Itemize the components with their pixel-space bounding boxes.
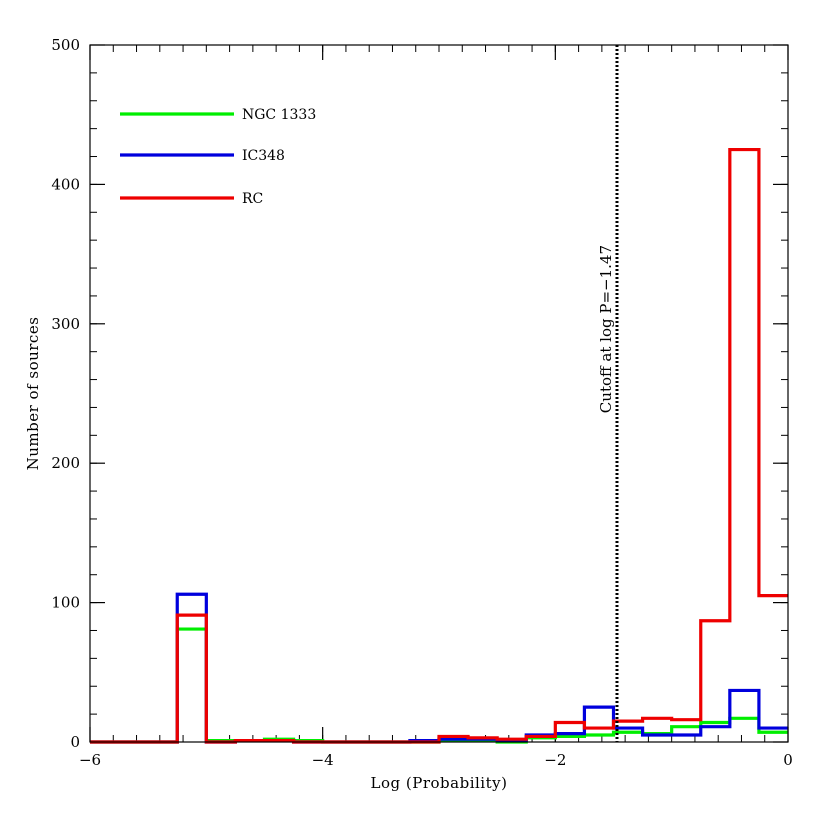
legend-label-ic348: IC348: [242, 148, 285, 164]
major-ticks: [89, 44, 789, 743]
series-ngc-1333-line: [90, 627, 788, 744]
y-tick-label: 400: [51, 175, 80, 193]
y-tick-label: 300: [51, 315, 80, 333]
minor-ticks: [89, 44, 789, 743]
cutoff-label: Cutoff at log P=−1.47: [597, 245, 615, 413]
y-tick-label: 0: [70, 733, 80, 751]
series-rc-line: [90, 147, 788, 744]
series-layer: [90, 147, 788, 744]
cutoff-layer: Cutoff at log P=−1.47: [597, 45, 619, 742]
x-tick-label: 0: [783, 751, 793, 769]
y-tick-label: 100: [51, 594, 80, 612]
x-tick-label: −4: [312, 751, 334, 769]
y-axis-label: Number of sources: [24, 317, 42, 471]
x-axis-label: Log (Probability): [371, 774, 508, 792]
plot-frame: [89, 44, 789, 743]
legend: NGC 1333 IC348 RC: [120, 107, 316, 207]
legend-label-ngc-1333: NGC 1333: [242, 107, 316, 123]
x-tick-label: −2: [544, 751, 566, 769]
x-tick-label: −6: [79, 751, 101, 769]
y-tick-label: 500: [51, 36, 80, 54]
legend-label-rc: RC: [242, 191, 263, 207]
tick-labels: −6 −4 −2 0 0 100 200 300 400 500: [51, 36, 792, 769]
y-tick-label: 200: [51, 454, 80, 472]
